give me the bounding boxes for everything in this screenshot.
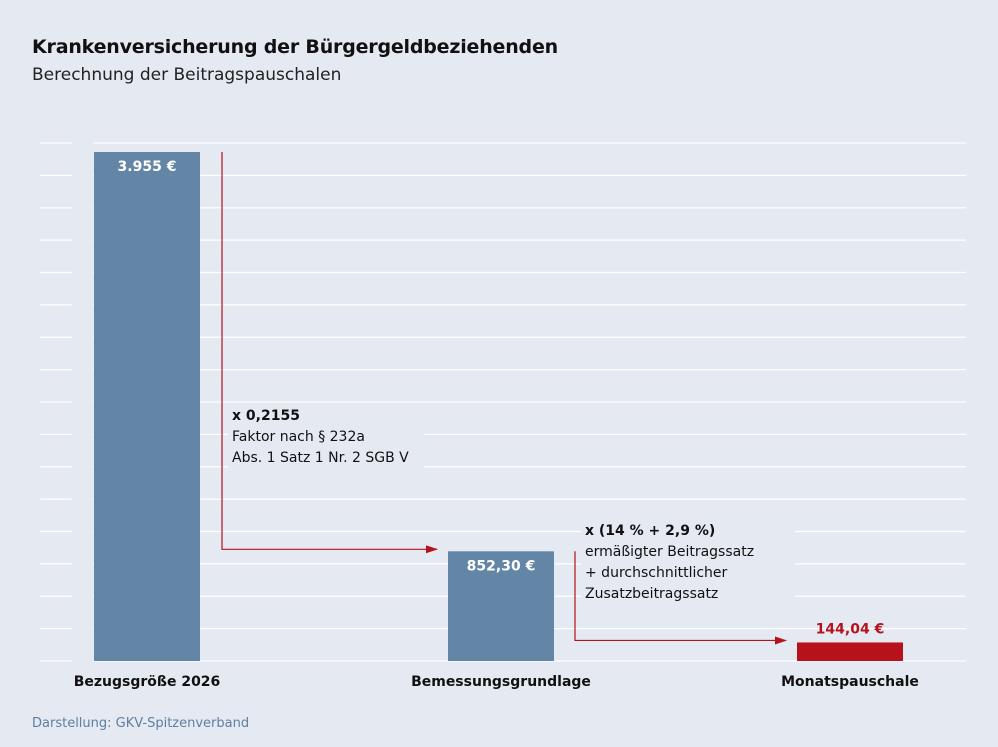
annotation-background bbox=[228, 404, 424, 471]
bar bbox=[448, 551, 554, 661]
annotation-background bbox=[581, 519, 795, 607]
category-label: Monatspauschale bbox=[781, 674, 919, 690]
annotation-text: Zusatzbeitragssatz bbox=[585, 586, 718, 602]
value-label: 852,30 € bbox=[467, 558, 536, 574]
category-label: Bemessungsgrundlage bbox=[411, 674, 591, 690]
bar bbox=[94, 152, 200, 661]
bar bbox=[797, 642, 903, 661]
chart-subtitle: Berechnung der Beitragspauschalen bbox=[32, 65, 342, 85]
value-label: 3.955 € bbox=[118, 159, 177, 175]
arrow bbox=[574, 551, 787, 645]
annotation-text: + durchschnittlicher bbox=[585, 565, 728, 581]
source-note: Darstellung: GKV-Spitzenverband bbox=[32, 716, 250, 731]
annotation-text: Faktor nach § 232a bbox=[232, 429, 365, 445]
category-label: Bezugsgröße 2026 bbox=[74, 674, 221, 690]
annotation-text: x 0,2155 bbox=[232, 408, 300, 424]
annotation-text: x (14 % + 2,9 %) bbox=[585, 523, 715, 539]
annotation-text: ermäßigter Beitragssatz bbox=[585, 544, 754, 560]
chart-title: Krankenversicherung der Bürgergeldbezieh… bbox=[32, 36, 558, 58]
arrow bbox=[221, 152, 438, 554]
value-label: 144,04 € bbox=[816, 621, 885, 637]
annotation-text: Abs. 1 Satz 1 Nr. 2 SGB V bbox=[232, 450, 409, 466]
